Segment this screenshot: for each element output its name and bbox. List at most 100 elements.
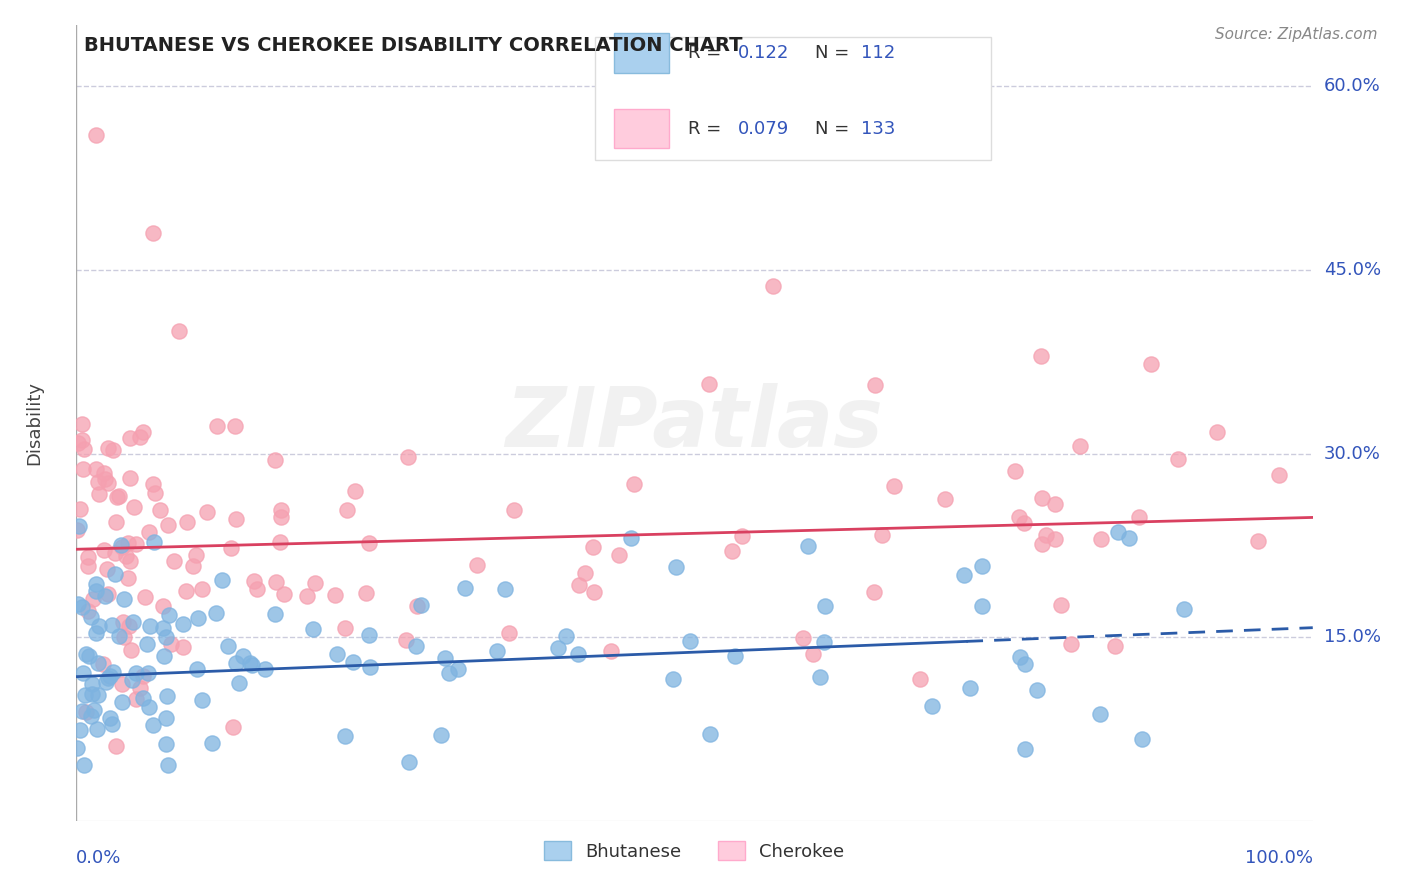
Point xyxy=(89,619,111,633)
Point xyxy=(122,500,145,514)
Point xyxy=(583,585,606,599)
Point xyxy=(1050,599,1073,613)
Point xyxy=(503,502,526,516)
Point xyxy=(568,578,591,592)
Point xyxy=(191,693,214,707)
Point xyxy=(86,688,108,702)
Point xyxy=(1004,464,1026,478)
Point xyxy=(555,630,578,644)
Point xyxy=(1043,532,1066,546)
Text: 0.122: 0.122 xyxy=(738,44,789,62)
Point xyxy=(128,681,150,696)
Point xyxy=(724,649,747,664)
Point xyxy=(1088,706,1111,721)
Point xyxy=(406,599,429,613)
Point xyxy=(217,640,239,654)
Point xyxy=(405,639,427,653)
Point xyxy=(100,717,122,731)
Point xyxy=(172,640,194,654)
Point xyxy=(98,711,121,725)
Point xyxy=(357,536,380,550)
Point xyxy=(176,515,198,529)
Point xyxy=(934,492,956,507)
Text: Source: ZipAtlas.com: Source: ZipAtlas.com xyxy=(1215,27,1378,42)
Point xyxy=(813,635,835,649)
Point xyxy=(731,529,754,543)
Point xyxy=(157,608,180,623)
Point xyxy=(336,503,359,517)
Point xyxy=(73,688,96,702)
Point xyxy=(104,546,127,560)
Point xyxy=(467,558,489,572)
Point xyxy=(1206,425,1229,439)
Point xyxy=(665,560,688,574)
Point xyxy=(112,630,135,644)
Point xyxy=(132,691,155,706)
Point xyxy=(398,755,420,769)
Point xyxy=(494,582,516,596)
Point xyxy=(132,425,155,439)
Point xyxy=(396,450,419,465)
Point xyxy=(82,676,104,690)
Text: BHUTANESE VS CHEROKEE DISABILITY CORRELATION CHART: BHUTANESE VS CHEROKEE DISABILITY CORRELA… xyxy=(84,36,742,54)
Point xyxy=(269,535,291,549)
Legend: Bhutanese, Cherokee: Bhutanese, Cherokee xyxy=(537,834,852,868)
Point xyxy=(93,542,115,557)
Point xyxy=(82,592,104,607)
Point xyxy=(80,709,103,723)
Point xyxy=(112,591,135,606)
Text: R =: R = xyxy=(688,120,727,137)
Point xyxy=(120,553,142,567)
Point xyxy=(143,485,166,500)
Point xyxy=(359,660,381,674)
Point xyxy=(1118,531,1140,545)
Text: N =: N = xyxy=(815,120,855,137)
Point xyxy=(114,549,136,563)
Point xyxy=(246,582,269,596)
Text: 30.0%: 30.0% xyxy=(1324,445,1381,463)
Point xyxy=(117,535,139,549)
Point xyxy=(79,610,101,624)
Point xyxy=(863,585,886,599)
Point xyxy=(66,523,89,537)
Point xyxy=(91,657,114,672)
Text: 0.0%: 0.0% xyxy=(76,849,121,867)
Point xyxy=(142,477,165,491)
Text: 100.0%: 100.0% xyxy=(1244,849,1313,867)
Point xyxy=(97,586,120,600)
Point xyxy=(110,539,132,553)
Text: 133: 133 xyxy=(862,120,896,137)
Point xyxy=(222,720,245,734)
Point xyxy=(567,648,589,662)
Point xyxy=(152,599,174,613)
Point xyxy=(66,435,89,450)
Point xyxy=(72,462,94,476)
Point xyxy=(304,576,326,591)
Point xyxy=(1043,497,1066,511)
Point xyxy=(155,631,177,645)
Text: Disability: Disability xyxy=(25,381,44,465)
Point xyxy=(118,431,141,445)
Point xyxy=(547,640,569,655)
Point xyxy=(1173,601,1195,615)
Point xyxy=(186,661,208,675)
Point xyxy=(354,586,377,600)
Point xyxy=(1167,452,1189,467)
Point xyxy=(721,544,744,558)
Point xyxy=(697,376,720,391)
Point xyxy=(195,505,218,519)
Point xyxy=(1107,525,1129,540)
Point xyxy=(111,677,134,691)
Point xyxy=(134,590,156,604)
Point xyxy=(93,466,115,480)
Point xyxy=(100,618,122,632)
Point xyxy=(66,597,89,611)
Point xyxy=(1090,532,1112,546)
Point xyxy=(762,279,785,293)
Point xyxy=(70,704,93,718)
Point xyxy=(128,430,150,444)
Point xyxy=(157,758,180,772)
Point xyxy=(167,324,190,338)
Point xyxy=(201,736,224,750)
Point xyxy=(662,672,685,686)
